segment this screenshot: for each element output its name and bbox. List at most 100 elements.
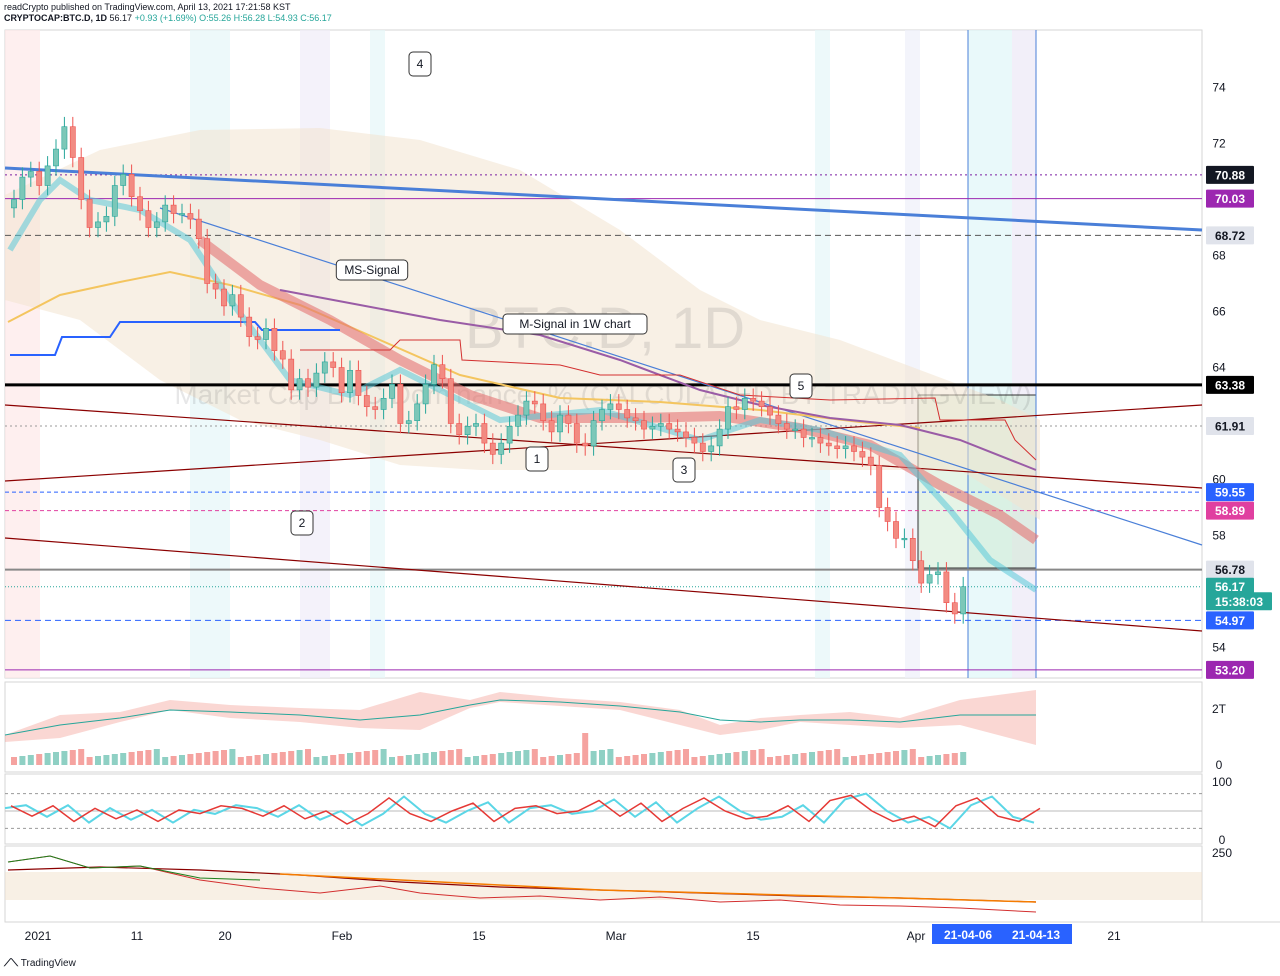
volume-bar [666, 751, 673, 765]
volume-bar [498, 753, 505, 765]
volume-bar [389, 757, 395, 765]
candle-body [204, 238, 211, 284]
volume-bar [674, 750, 681, 765]
candle-body [859, 451, 866, 458]
volume-bar [859, 755, 866, 765]
volume-bar [179, 755, 185, 765]
volume-bar [86, 757, 93, 765]
candle-body [573, 423, 580, 444]
volume-bar [137, 751, 143, 765]
price-label-text: 54.97 [1215, 614, 1245, 628]
candle-body [615, 403, 622, 410]
candle-body [817, 437, 824, 444]
time-tick-label: Feb [332, 929, 353, 943]
callout-box [408, 51, 432, 77]
candle-body [162, 204, 169, 223]
candle-body [95, 221, 101, 228]
volume-bar [380, 749, 387, 765]
annotation-callout: M-Signal in 1W chart [502, 313, 648, 335]
time-tick-label: 15 [472, 929, 486, 943]
symbol-name: CRYPTOCAP:BTC.D, 1D [4, 13, 108, 23]
candle-body [145, 210, 152, 228]
candle-body [464, 425, 471, 435]
candle-body [61, 126, 68, 150]
volume-bar [935, 755, 941, 765]
candle-body [279, 350, 286, 360]
volume-bar [372, 750, 379, 765]
candle-body [397, 383, 404, 424]
volume-bar [775, 756, 782, 765]
volume-bar [960, 752, 967, 765]
time-tick-label: 15 [746, 929, 760, 943]
price-label: 68.72 [1206, 226, 1254, 245]
candle-body [506, 425, 513, 444]
volume-bar [758, 749, 765, 765]
volume-bar [212, 751, 219, 765]
candle-body [599, 409, 605, 421]
stepped-line-red [300, 339, 1037, 461]
candle-body [414, 403, 421, 421]
candle-body [632, 417, 639, 421]
volume-bar [44, 753, 51, 765]
price-label-box [1206, 577, 1254, 596]
volume-bar [69, 750, 76, 765]
moving-average-yellow [7, 270, 921, 429]
candle-body [523, 400, 530, 416]
candle-body [44, 165, 51, 186]
volume-bar [641, 754, 647, 765]
moving-average-ribbon [197, 236, 1039, 545]
candle-body [229, 294, 236, 307]
callout-box [290, 510, 314, 536]
candle-body [557, 414, 563, 433]
candle-body [750, 397, 757, 402]
candle-body [943, 571, 950, 604]
time-tick-label: Apr [907, 929, 926, 943]
candle-body [481, 423, 488, 444]
volume-bar [296, 750, 303, 765]
second-osc-label: 250 [1212, 846, 1232, 860]
candle-body [27, 171, 34, 178]
callout-text: 2 [299, 516, 306, 530]
candle-body [86, 199, 93, 228]
candle-body [590, 420, 597, 447]
volume-bar [170, 756, 177, 765]
candle-body [951, 602, 958, 615]
volume-bar [263, 754, 269, 765]
volume-bar [153, 749, 160, 765]
volume-bar [221, 750, 227, 765]
volume-bar [515, 751, 521, 765]
price-tick-label: 64 [1212, 361, 1226, 375]
candle-body [825, 442, 832, 447]
price-label-box [1206, 483, 1254, 502]
chart-header: readCrypto published on TradingView.com,… [4, 2, 332, 24]
candle-body [473, 423, 479, 427]
candle-body [53, 148, 59, 167]
price-change: +0.93 (+1.69%) [134, 13, 197, 23]
candle-body [624, 409, 631, 419]
volume-bar [909, 749, 916, 765]
candle-body [355, 369, 362, 396]
time-tick-label: 11 [131, 929, 144, 943]
candle-body [489, 442, 496, 455]
volume-bar [565, 754, 572, 765]
candle-body [447, 378, 454, 424]
date-range-text: 21-04-06 [944, 928, 992, 942]
candle-body [263, 327, 269, 340]
oscillator-panel: 100 0 [4, 773, 1232, 847]
candle-body [405, 420, 412, 424]
volume-bar [11, 757, 17, 765]
candle-body [179, 213, 185, 216]
volume-bar [338, 754, 345, 765]
volume-bar [313, 757, 320, 765]
candle-body [800, 428, 807, 438]
callout-text: MS-Signal [344, 263, 399, 277]
price-tick-label: 74 [1212, 81, 1226, 95]
volume-bar [246, 756, 253, 765]
candle-body [758, 400, 765, 408]
candle-body [321, 361, 328, 374]
date-range-box [932, 924, 1004, 944]
time-tick-label: 21 [1107, 929, 1121, 943]
volume-bar [809, 752, 815, 765]
volume-bar [128, 752, 135, 765]
